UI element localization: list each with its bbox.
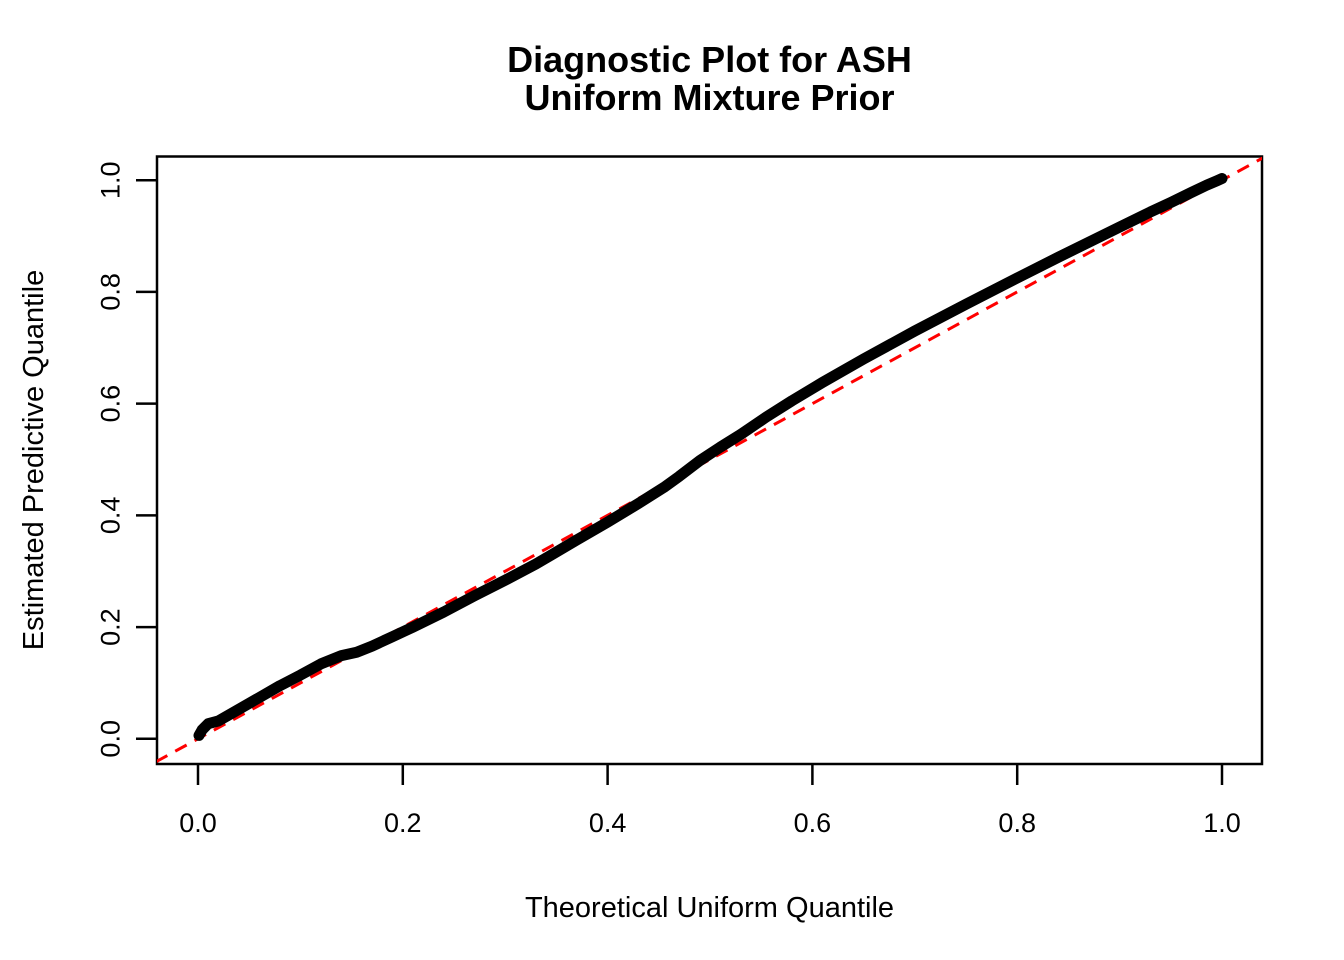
x-tick-label: 0.6: [794, 808, 832, 838]
x-axis-ticks: 0.0 0.2 0.4 0.6 0.8 1.0: [179, 764, 1241, 838]
x-tick-label: 0.0: [179, 808, 217, 838]
y-tick-label: 0.2: [95, 608, 125, 646]
y-axis-ticks: 0.0 0.2 0.4 0.6 0.8 1.0: [95, 161, 157, 758]
plot-title-line1: Diagnostic Plot for ASH: [507, 39, 912, 80]
qq-curve: [193, 173, 1228, 741]
y-tick-label: 0.8: [95, 273, 125, 311]
y-tick-label: 0.0: [95, 720, 125, 758]
plot-title-line2: Uniform Mixture Prior: [524, 77, 894, 118]
y-tick-label: 0.4: [95, 497, 125, 535]
plot-box: [155, 155, 1264, 766]
x-axis-title: Theoretical Uniform Quantile: [525, 892, 894, 924]
y-tick-label: 0.6: [95, 385, 125, 423]
x-tick-label: 1.0: [1203, 808, 1241, 838]
identity-reference-line: [157, 156, 1262, 763]
y-axis-title: Estimated Predictive Quantile: [18, 270, 50, 650]
x-tick-label: 0.4: [589, 808, 627, 838]
y-tick-label: 1.0: [95, 161, 125, 199]
x-tick-label: 0.2: [384, 808, 422, 838]
x-tick-label: 0.8: [998, 808, 1036, 838]
